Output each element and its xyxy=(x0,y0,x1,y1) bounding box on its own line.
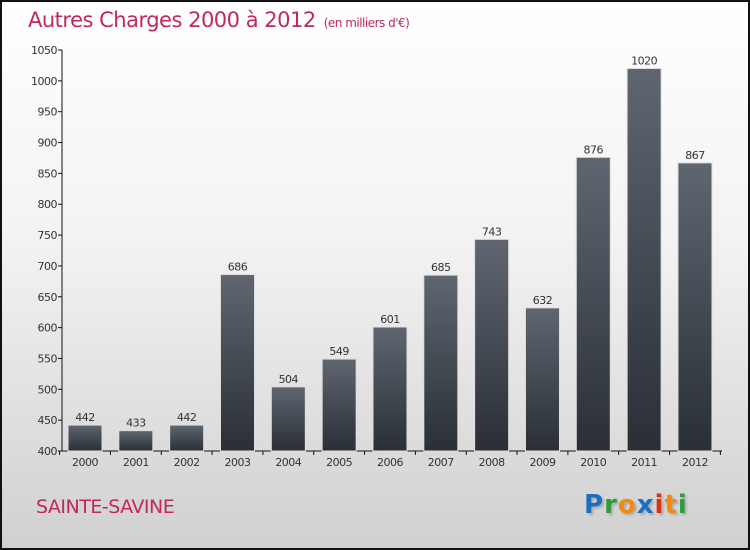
bar-2003 xyxy=(219,274,255,452)
logo-letter: t xyxy=(664,490,678,520)
x-tick-label: 2001 xyxy=(123,456,149,469)
logo-letter: i xyxy=(677,490,688,520)
y-tick-label: 1000 xyxy=(31,75,57,88)
y-tick-label: 650 xyxy=(38,291,58,304)
bar-2006 xyxy=(372,326,408,452)
data-label: 442 xyxy=(75,411,95,424)
chart-subtitle: (en milliers d'€) xyxy=(323,16,410,30)
data-label: 632 xyxy=(533,294,553,307)
x-tick-label: 2010 xyxy=(580,456,606,469)
data-label: 549 xyxy=(329,345,349,358)
bar-2009 xyxy=(524,307,560,452)
y-tick-label: 750 xyxy=(38,229,58,242)
data-label: 601 xyxy=(380,313,400,326)
data-label: 743 xyxy=(482,225,502,238)
proxiti-logo: Proxiti xyxy=(584,490,688,520)
bar-2000 xyxy=(67,424,103,452)
x-tick-label: 2005 xyxy=(326,456,352,469)
x-tick-label: 2007 xyxy=(428,456,454,469)
data-label: 1020 xyxy=(631,55,657,68)
y-tick-label: 550 xyxy=(38,352,58,365)
y-tick-label: 800 xyxy=(38,198,58,211)
logo-letter: o xyxy=(617,490,637,520)
y-tick-label: 900 xyxy=(38,137,58,150)
bar-2001 xyxy=(118,430,154,452)
logo-letter: P xyxy=(584,490,605,520)
y-tick-label: 450 xyxy=(38,414,58,427)
y-tick-label: 400 xyxy=(38,445,58,458)
bar-2011 xyxy=(626,68,662,452)
data-label: 686 xyxy=(228,261,248,274)
x-tick-label: 2009 xyxy=(529,456,555,469)
y-tick-label: 500 xyxy=(38,383,58,396)
y-tick-label: 950 xyxy=(38,106,58,119)
y-tick-label: 600 xyxy=(38,322,58,335)
data-label: 685 xyxy=(431,261,451,274)
bar-2012 xyxy=(677,162,713,452)
title-text: Autres Charges 2000 à 2012 xyxy=(28,8,316,32)
logo-letter: r xyxy=(604,490,618,520)
data-label: 504 xyxy=(279,373,299,386)
bar-2010 xyxy=(575,156,611,452)
bar-2002 xyxy=(169,424,205,452)
x-tick-label: 2011 xyxy=(631,456,657,469)
y-tick-label: 850 xyxy=(38,167,58,180)
bar-2004 xyxy=(270,386,306,452)
logo-letter: x xyxy=(636,490,655,520)
data-label: 433 xyxy=(126,417,146,430)
x-tick-label: 2006 xyxy=(377,456,403,469)
x-tick-label: 2000 xyxy=(72,456,98,469)
data-label: 442 xyxy=(177,411,197,424)
x-tick-label: 2003 xyxy=(224,456,250,469)
chart-title: Autres Charges 2000 à 2012 (en milliers d… xyxy=(28,8,410,32)
x-tick-label: 2012 xyxy=(682,456,708,469)
data-label: 876 xyxy=(584,143,604,156)
x-tick-label: 2004 xyxy=(275,456,301,469)
x-tick-label: 2008 xyxy=(479,456,505,469)
y-tick-label: 700 xyxy=(38,260,58,273)
y-tick-label: 1050 xyxy=(31,44,57,57)
bar-2005 xyxy=(321,358,357,452)
bar-2007 xyxy=(423,274,459,452)
data-label: 867 xyxy=(685,149,705,162)
logo-letter: i xyxy=(654,490,665,520)
city-label: SAINTE-SAVINE xyxy=(36,496,175,518)
x-tick-label: 2002 xyxy=(174,456,200,469)
bar-2008 xyxy=(474,238,510,452)
